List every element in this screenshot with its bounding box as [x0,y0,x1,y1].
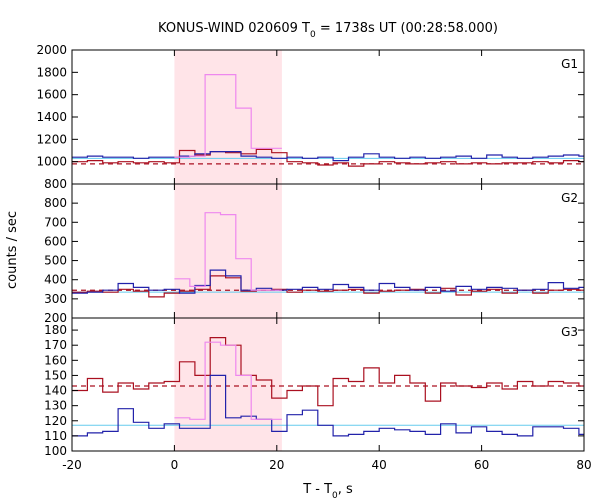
y-tick-label: 500 [44,254,67,268]
panel-g1: 800 1000 1200 1400 1600 1800 2000 G1 [36,43,585,191]
series-blue-step-line [72,151,584,162]
y-tick-label: 700 [44,215,67,229]
x-tick-label: 40 [372,458,387,472]
panel-g2: 200 300 400 500 600 700 800 G2 [44,183,585,325]
y-tick-label: 400 [44,273,67,287]
series-blue-step-line [72,269,584,294]
y-tick-label: 120 [44,414,67,428]
shaded-interval [174,184,282,318]
series-red-step-line [72,337,584,407]
y-tick-label: 100 [44,444,67,458]
chart-title: KONUS-WIND 020609 T0 = 1738s UT (00:28:5… [158,21,498,40]
y-axis-label: counts / sec [5,211,20,289]
y-tick-label: 600 [44,234,67,248]
y-tick-label: 1200 [36,132,67,146]
y-tick-label: 170 [44,338,67,352]
y-tick-label: 140 [44,384,67,398]
y-tick-label: 1000 [36,155,67,169]
y-tick-label: 1400 [36,110,67,124]
series-pink-step-line [174,74,282,158]
y-tick-label: 180 [44,323,67,337]
panel-label: G1 [561,57,578,71]
x-tick-label: 60 [474,458,489,472]
x-tick-label: 20 [269,458,284,472]
shaded-interval [174,318,282,451]
series-pink-step-line [174,341,282,420]
y-tick-label: 300 [44,292,67,306]
x-axis-label: T - T0, s [302,482,353,500]
y-tick-label: 110 [44,429,67,443]
panels-group: 800 1000 1200 1400 1600 1800 2000 G1 200 300 400 50… [36,43,585,458]
y-tick-label: 160 [44,353,67,367]
y-tick-label: 200 [44,311,67,325]
panel-frame [71,183,585,319]
x-tick-label: -20 [62,458,82,472]
series-red-step-line [72,148,584,167]
y-tick-label: 800 [44,196,67,210]
panel-label: G3 [561,325,578,339]
y-tick-label: 1800 [36,65,67,79]
y-tick-label: 800 [44,177,67,191]
y-tick-label: 130 [44,399,67,413]
y-tick-label: 150 [44,368,67,382]
y-tick-label: 2000 [36,43,67,57]
x-tick-label: 80 [576,458,591,472]
series-blue-step-line [72,374,584,437]
series-pink-step-line [174,212,282,291]
series-red-step-line [72,275,584,298]
panel-frame [71,317,585,452]
shaded-interval [174,50,282,184]
y-tick-label: 1600 [36,88,67,102]
panel-label: G2 [561,191,578,205]
x-tick-label: 0 [171,458,179,472]
x-axis-ticks: -20 0 20 40 60 80 [62,458,591,472]
